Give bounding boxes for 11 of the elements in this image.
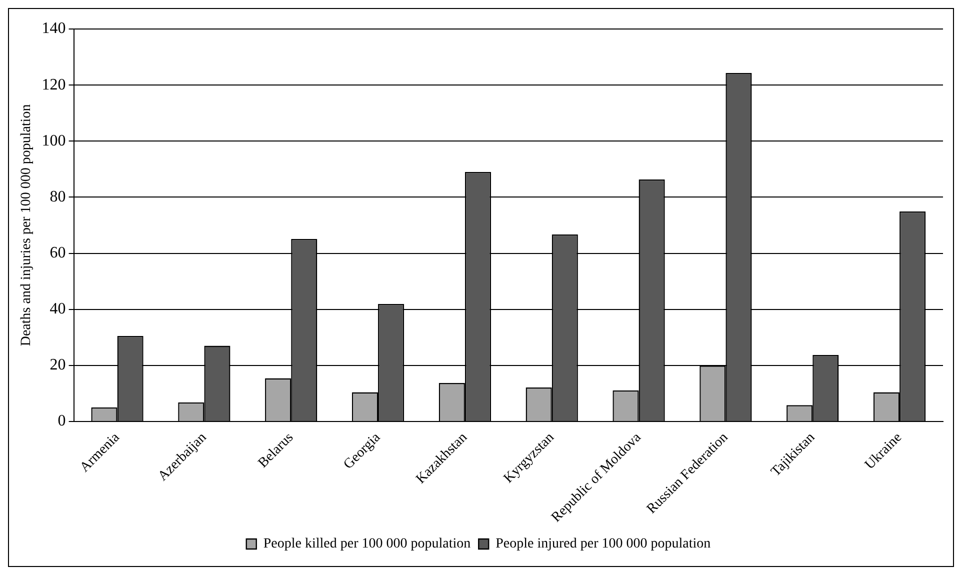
legend-label: People injured per 100 000 population <box>496 536 711 552</box>
legend-label: People killed per 100 000 population <box>263 536 471 552</box>
y-tick-label: 80 <box>50 188 66 206</box>
y-tick-label: 20 <box>50 356 66 374</box>
y-tick-label: 140 <box>42 20 66 38</box>
y-tick-label: 40 <box>50 300 66 318</box>
y-tick-label: 100 <box>42 132 66 150</box>
y-tick-label: 60 <box>50 244 66 262</box>
y-axis-title: Deaths and injuries per 100 000 population <box>19 104 34 346</box>
y-tick-label: 120 <box>42 76 66 94</box>
y-tick-label: 0 <box>58 412 66 430</box>
